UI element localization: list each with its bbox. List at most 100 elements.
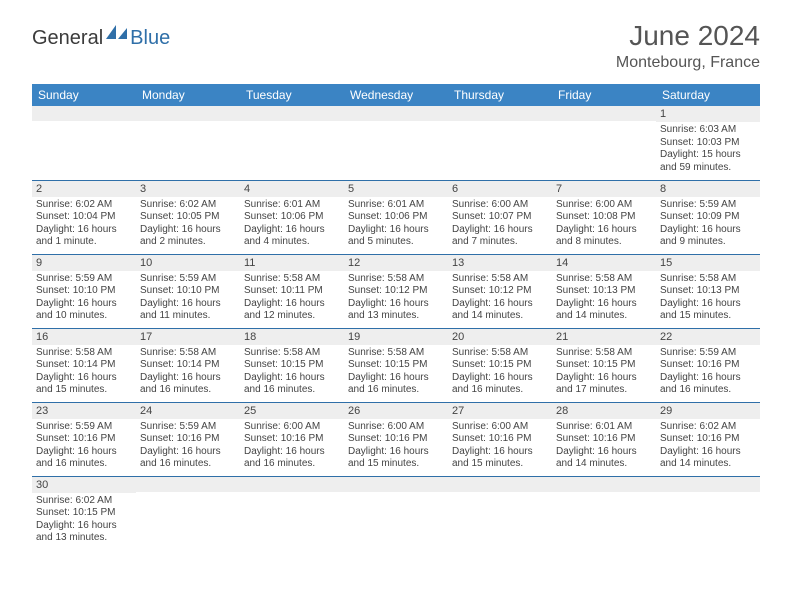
sunrise-text: Sunrise: 5:59 AM bbox=[140, 421, 236, 434]
day-number: 27 bbox=[448, 403, 552, 419]
sunset-text: Sunset: 10:08 PM bbox=[556, 211, 652, 224]
day-details: Sunrise: 5:59 AMSunset: 10:16 PMDaylight… bbox=[136, 419, 240, 475]
sunset-text: Sunset: 10:10 PM bbox=[140, 285, 236, 298]
sunset-text: Sunset: 10:15 PM bbox=[244, 359, 340, 372]
calendar-cell: 16Sunrise: 5:58 AMSunset: 10:14 PMDaylig… bbox=[32, 328, 136, 402]
day-number: 30 bbox=[32, 477, 136, 493]
calendar-cell: 24Sunrise: 5:59 AMSunset: 10:16 PMDaylig… bbox=[136, 402, 240, 476]
day-number bbox=[136, 477, 240, 492]
sunrise-text: Sunrise: 5:59 AM bbox=[36, 273, 132, 286]
day-details: Sunrise: 5:58 AMSunset: 10:12 PMDaylight… bbox=[344, 271, 448, 327]
sunrise-text: Sunrise: 5:58 AM bbox=[348, 347, 444, 360]
sunrise-text: Sunrise: 6:01 AM bbox=[348, 199, 444, 212]
sunrise-text: Sunrise: 5:58 AM bbox=[556, 347, 652, 360]
sunrise-text: Sunrise: 5:58 AM bbox=[348, 273, 444, 286]
day-details bbox=[240, 121, 344, 175]
day-number bbox=[344, 477, 448, 492]
daylight-text: Daylight: 16 hours and 15 minutes. bbox=[348, 446, 444, 471]
day-details: Sunrise: 6:00 AMSunset: 10:16 PMDaylight… bbox=[448, 419, 552, 475]
calendar-cell bbox=[448, 106, 552, 180]
day-details: Sunrise: 6:02 AMSunset: 10:04 PMDaylight… bbox=[32, 197, 136, 253]
daylight-text: Daylight: 16 hours and 16 minutes. bbox=[452, 372, 548, 397]
daylight-text: Daylight: 16 hours and 11 minutes. bbox=[140, 298, 236, 323]
sunset-text: Sunset: 10:10 PM bbox=[36, 285, 132, 298]
day-number: 29 bbox=[656, 403, 760, 419]
sunrise-text: Sunrise: 5:59 AM bbox=[660, 199, 756, 212]
day-number: 23 bbox=[32, 403, 136, 419]
sunrise-text: Sunrise: 5:58 AM bbox=[244, 347, 340, 360]
page-title: June 2024 bbox=[616, 20, 760, 52]
day-header-row: SundayMondayTuesdayWednesdayThursdayFrid… bbox=[32, 84, 760, 106]
calendar-cell: 25Sunrise: 6:00 AMSunset: 10:16 PMDaylig… bbox=[240, 402, 344, 476]
sunrise-text: Sunrise: 6:02 AM bbox=[36, 495, 132, 508]
day-number bbox=[552, 106, 656, 121]
daylight-text: Daylight: 16 hours and 13 minutes. bbox=[348, 298, 444, 323]
day-number: 12 bbox=[344, 255, 448, 271]
sunset-text: Sunset: 10:11 PM bbox=[244, 285, 340, 298]
day-details bbox=[448, 492, 552, 546]
day-details: Sunrise: 5:58 AMSunset: 10:11 PMDaylight… bbox=[240, 271, 344, 327]
day-details: Sunrise: 6:00 AMSunset: 10:16 PMDaylight… bbox=[240, 419, 344, 475]
day-number: 4 bbox=[240, 181, 344, 197]
calendar-week: 16Sunrise: 5:58 AMSunset: 10:14 PMDaylig… bbox=[32, 328, 760, 402]
day-details: Sunrise: 6:00 AMSunset: 10:16 PMDaylight… bbox=[344, 419, 448, 475]
sunrise-text: Sunrise: 6:02 AM bbox=[36, 199, 132, 212]
daylight-text: Daylight: 16 hours and 16 minutes. bbox=[140, 446, 236, 471]
calendar-week: 30Sunrise: 6:02 AMSunset: 10:15 PMDaylig… bbox=[32, 476, 760, 550]
day-number bbox=[448, 477, 552, 492]
sunset-text: Sunset: 10:05 PM bbox=[140, 211, 236, 224]
day-number: 6 bbox=[448, 181, 552, 197]
sunrise-text: Sunrise: 5:58 AM bbox=[660, 273, 756, 286]
sunset-text: Sunset: 10:15 PM bbox=[452, 359, 548, 372]
day-number: 13 bbox=[448, 255, 552, 271]
day-number bbox=[552, 477, 656, 492]
calendar-cell bbox=[656, 476, 760, 550]
sunset-text: Sunset: 10:13 PM bbox=[556, 285, 652, 298]
daylight-text: Daylight: 16 hours and 16 minutes. bbox=[348, 372, 444, 397]
calendar-cell bbox=[136, 476, 240, 550]
sunrise-text: Sunrise: 5:58 AM bbox=[244, 273, 340, 286]
daylight-text: Daylight: 16 hours and 15 minutes. bbox=[452, 446, 548, 471]
day-details: Sunrise: 6:02 AMSunset: 10:05 PMDaylight… bbox=[136, 197, 240, 253]
day-number: 17 bbox=[136, 329, 240, 345]
day-details: Sunrise: 6:02 AMSunset: 10:16 PMDaylight… bbox=[656, 419, 760, 475]
day-details: Sunrise: 6:01 AMSunset: 10:16 PMDaylight… bbox=[552, 419, 656, 475]
day-details: Sunrise: 6:00 AMSunset: 10:07 PMDaylight… bbox=[448, 197, 552, 253]
sunset-text: Sunset: 10:16 PM bbox=[452, 433, 548, 446]
sunset-text: Sunset: 10:12 PM bbox=[452, 285, 548, 298]
sunrise-text: Sunrise: 6:01 AM bbox=[556, 421, 652, 434]
calendar-cell: 8Sunrise: 5:59 AMSunset: 10:09 PMDayligh… bbox=[656, 180, 760, 254]
day-details bbox=[448, 121, 552, 175]
day-details bbox=[656, 492, 760, 546]
daylight-text: Daylight: 16 hours and 14 minutes. bbox=[660, 446, 756, 471]
sunset-text: Sunset: 10:16 PM bbox=[140, 433, 236, 446]
day-number bbox=[240, 477, 344, 492]
sunrise-text: Sunrise: 6:00 AM bbox=[452, 421, 548, 434]
day-number bbox=[344, 106, 448, 121]
day-number: 19 bbox=[344, 329, 448, 345]
sunset-text: Sunset: 10:14 PM bbox=[140, 359, 236, 372]
daylight-text: Daylight: 16 hours and 12 minutes. bbox=[244, 298, 340, 323]
day-details: Sunrise: 5:58 AMSunset: 10:15 PMDaylight… bbox=[240, 345, 344, 401]
day-header: Wednesday bbox=[344, 84, 448, 106]
day-header: Tuesday bbox=[240, 84, 344, 106]
day-details bbox=[552, 121, 656, 175]
day-details bbox=[136, 492, 240, 546]
day-details: Sunrise: 5:58 AMSunset: 10:14 PMDaylight… bbox=[32, 345, 136, 401]
day-details: Sunrise: 5:59 AMSunset: 10:10 PMDaylight… bbox=[136, 271, 240, 327]
daylight-text: Daylight: 16 hours and 15 minutes. bbox=[660, 298, 756, 323]
calendar-cell: 10Sunrise: 5:59 AMSunset: 10:10 PMDaylig… bbox=[136, 254, 240, 328]
day-number: 26 bbox=[344, 403, 448, 419]
sunrise-text: Sunrise: 6:03 AM bbox=[660, 124, 756, 137]
sunrise-text: Sunrise: 6:00 AM bbox=[244, 421, 340, 434]
day-number bbox=[240, 106, 344, 121]
day-header: Monday bbox=[136, 84, 240, 106]
daylight-text: Daylight: 16 hours and 4 minutes. bbox=[244, 224, 340, 249]
sunrise-text: Sunrise: 5:58 AM bbox=[452, 347, 548, 360]
sunrise-text: Sunrise: 6:02 AM bbox=[140, 199, 236, 212]
calendar-cell: 3Sunrise: 6:02 AMSunset: 10:05 PMDayligh… bbox=[136, 180, 240, 254]
day-header: Sunday bbox=[32, 84, 136, 106]
header: General Blue June 2024 Montebourg, Franc… bbox=[0, 0, 792, 78]
day-number: 22 bbox=[656, 329, 760, 345]
day-details: Sunrise: 5:58 AMSunset: 10:12 PMDaylight… bbox=[448, 271, 552, 327]
